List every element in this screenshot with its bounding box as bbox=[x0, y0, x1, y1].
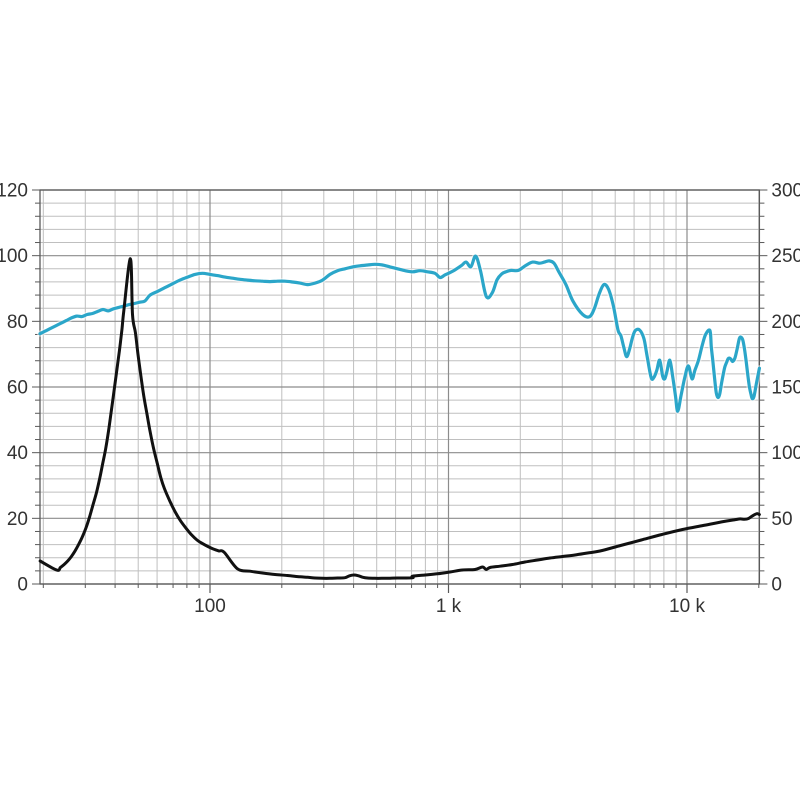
svg-text:10 k: 10 k bbox=[669, 596, 705, 617]
svg-text:100: 100 bbox=[771, 443, 800, 464]
svg-text:20: 20 bbox=[7, 509, 28, 530]
svg-text:100: 100 bbox=[0, 246, 28, 267]
svg-text:250: 250 bbox=[771, 246, 800, 267]
svg-text:60: 60 bbox=[7, 378, 28, 399]
svg-text:150: 150 bbox=[771, 378, 800, 399]
svg-text:200: 200 bbox=[771, 312, 800, 333]
svg-text:1 k: 1 k bbox=[436, 596, 462, 617]
svg-text:120: 120 bbox=[0, 181, 28, 202]
svg-text:300: 300 bbox=[771, 181, 800, 202]
svg-text:50: 50 bbox=[771, 509, 792, 530]
svg-text:0: 0 bbox=[771, 575, 782, 596]
svg-text:0: 0 bbox=[17, 575, 28, 596]
svg-text:40: 40 bbox=[7, 443, 28, 464]
svg-text:80: 80 bbox=[7, 312, 28, 333]
svg-text:100: 100 bbox=[194, 596, 226, 617]
